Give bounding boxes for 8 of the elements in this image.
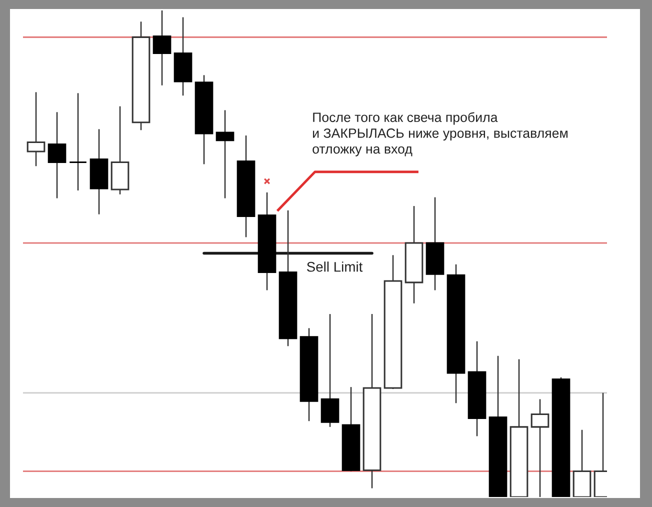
candlestick: [216, 110, 234, 199]
candlestick: [68, 92, 88, 192]
candlestick: [26, 92, 46, 167]
annotation: После того как свеча пробила и ЗАКРЫЛАСЬ ниже уровня, выставляем отложку на вход: [312, 112, 568, 156]
candlestick: [152, 10, 172, 86]
candlestick: [48, 112, 66, 199]
series-label: Sell Limit: [306, 262, 363, 272]
candlestick: [320, 313, 340, 428]
